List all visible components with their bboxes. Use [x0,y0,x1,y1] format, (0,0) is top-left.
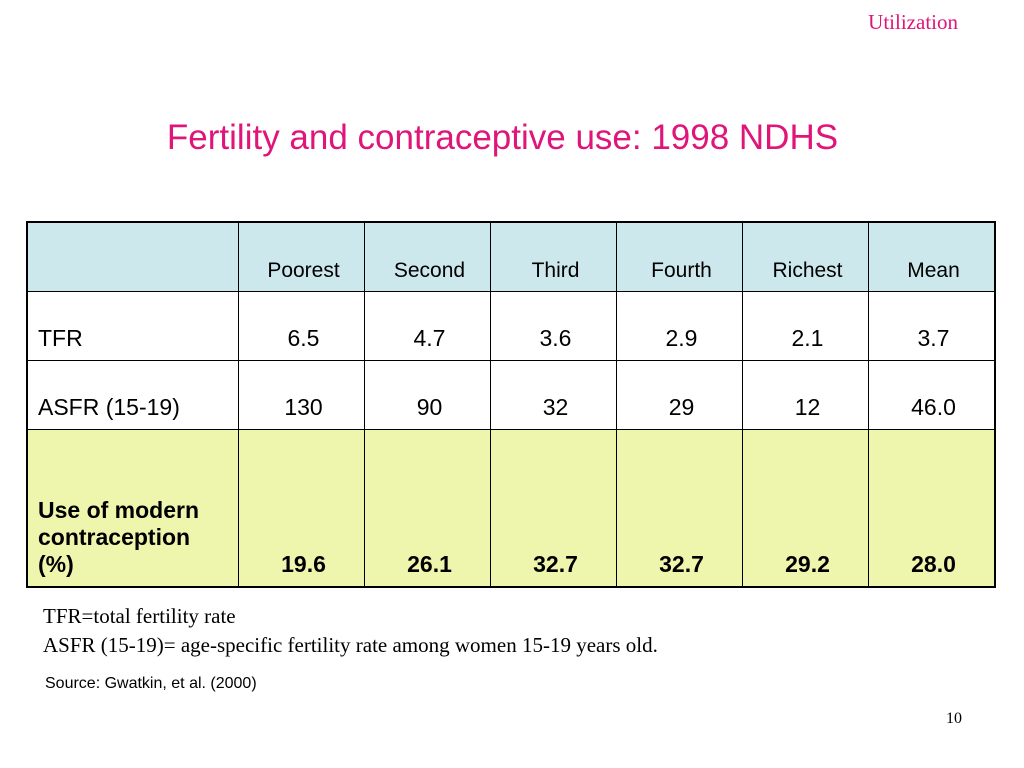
slide-title: Fertility and contraceptive use: 1998 ND… [166,118,839,157]
header-cell-fourth: Fourth [616,221,743,292]
table-cell: 90 [364,359,491,430]
table-cell: 130 [238,359,365,430]
table-cell: 32 [490,359,617,430]
table-cell: 2.1 [742,290,869,361]
footnotes: TFR=total fertility rate ASFR (15-19)= a… [43,602,658,660]
table-cell: 32.7 [616,428,743,588]
header-cell-second: Second [364,221,491,292]
footnote-tfr: TFR=total fertility rate [43,604,236,628]
table-header-row: Poorest Second Third Fourth Richest Mean [26,221,996,292]
data-table: Poorest Second Third Fourth Richest Mean… [26,221,996,588]
header-cell-poorest: Poorest [238,221,365,292]
table-cell: 32.7 [490,428,617,588]
row-label: TFR [26,290,239,361]
footnote-asfr: ASFR (15-19)= age-specific fertility rat… [43,633,658,657]
row-label: ASFR (15-19) [26,359,239,430]
table-cell: 28.0 [868,428,996,588]
table-cell: 2.9 [616,290,743,361]
section-label: Utilization [868,10,958,34]
row-label: Use of modern contraception (%) [26,428,239,588]
table-row-asfr: ASFR (15-19) 130 90 32 29 12 46.0 [26,359,996,430]
page-number: 10 [946,710,962,727]
table-cell: 26.1 [364,428,491,588]
header-cell-third: Third [490,221,617,292]
table-cell: 29.2 [742,428,869,588]
table-cell: 3.7 [868,290,996,361]
header-cell-mean: Mean [868,221,996,292]
table-cell: 3.6 [490,290,617,361]
table-cell: 4.7 [364,290,491,361]
table-row-tfr: TFR 6.5 4.7 3.6 2.9 2.1 3.7 [26,290,996,361]
header-cell-empty [26,221,239,292]
table-row-contraception: Use of modern contraception (%) 19.6 26.… [26,428,996,588]
source-citation: Source: Gwatkin, et al. (2000) [45,675,257,692]
table-cell: 29 [616,359,743,430]
table-cell: 6.5 [238,290,365,361]
table-cell: 12 [742,359,869,430]
table-cell: 19.6 [238,428,365,588]
header-cell-richest: Richest [742,221,869,292]
table-cell: 46.0 [868,359,996,430]
